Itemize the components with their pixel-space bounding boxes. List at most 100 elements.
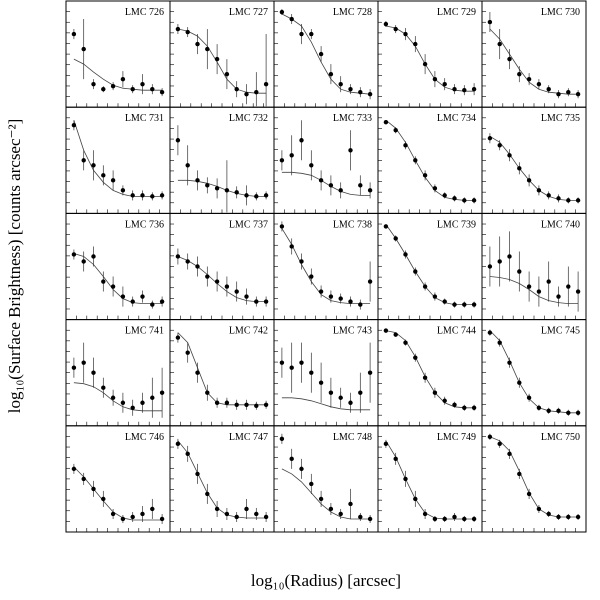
- panel-label: LMC 739: [437, 219, 476, 230]
- data-point: [318, 496, 324, 502]
- data-point: [328, 390, 334, 395]
- fit-curve: [177, 332, 267, 406]
- data-point: [487, 264, 493, 269]
- data-point: [442, 193, 447, 198]
- panel-label: LMC 749: [437, 432, 476, 443]
- data-point: [309, 31, 314, 37]
- data-point: [452, 302, 457, 307]
- data-point: [244, 294, 249, 299]
- data-point: [517, 471, 522, 477]
- data-point: [205, 274, 210, 279]
- data-point: [556, 408, 561, 413]
- data-point: [403, 476, 408, 482]
- panel-label: LMC 745: [541, 326, 580, 337]
- data-point: [462, 198, 467, 203]
- data-point: [110, 395, 116, 400]
- panel-label: LMC 738: [333, 219, 372, 230]
- data-point: [526, 491, 532, 497]
- data-point: [91, 254, 96, 259]
- data-point: [497, 143, 502, 148]
- data-point: [214, 506, 220, 512]
- data-point: [338, 296, 343, 301]
- data-point: [309, 370, 314, 375]
- data-point: [575, 198, 581, 203]
- data-point: [526, 76, 532, 82]
- data-point: [452, 402, 457, 407]
- data-point: [214, 279, 220, 284]
- data-point: [244, 506, 249, 512]
- data-point: [91, 370, 96, 375]
- data-point: [254, 403, 259, 408]
- panel-label: LMC 750: [541, 432, 580, 443]
- data-point: [393, 26, 398, 32]
- data-point: [195, 471, 200, 477]
- data-point: [299, 31, 304, 37]
- fit-curve: [385, 224, 475, 305]
- data-point: [279, 224, 285, 229]
- data-point: [159, 299, 165, 304]
- data-point: [279, 360, 285, 365]
- fit-curve: [281, 468, 371, 520]
- data-point: [101, 86, 106, 92]
- data-point: [348, 148, 353, 153]
- data-point: [526, 284, 532, 289]
- data-point: [185, 29, 190, 35]
- data-point: [309, 163, 314, 168]
- data-point: [244, 193, 249, 198]
- x-axis-label: log₁₀(Radius) [arcsec]: [251, 571, 401, 590]
- fit-curve: [385, 119, 475, 201]
- data-point: [383, 120, 389, 125]
- data-point: [422, 284, 428, 289]
- data-point: [546, 86, 551, 92]
- panel-label: LMC 736: [125, 219, 164, 230]
- data-point: [299, 259, 304, 264]
- panel-label: LMC 730: [541, 7, 580, 18]
- data-point: [254, 89, 259, 95]
- data-point: [338, 511, 343, 517]
- data-point: [413, 269, 418, 274]
- data-point: [462, 87, 467, 93]
- data-point: [575, 410, 581, 415]
- panel-label: LMC 733: [333, 113, 372, 124]
- data-point: [299, 138, 304, 143]
- data-point: [536, 506, 542, 512]
- data-point: [442, 299, 447, 304]
- data-point: [358, 302, 363, 307]
- data-point: [403, 31, 408, 37]
- data-point: [348, 501, 353, 507]
- data-point: [452, 196, 457, 201]
- data-point: [195, 41, 200, 47]
- fit-curve: [73, 466, 163, 521]
- data-point: [224, 71, 230, 77]
- data-point: [462, 302, 467, 307]
- data-point: [536, 81, 542, 87]
- data-point: [175, 138, 181, 143]
- data-point: [442, 516, 447, 522]
- data-point: [413, 158, 418, 163]
- data-point: [358, 183, 363, 188]
- data-point: [205, 46, 210, 52]
- data-point: [507, 56, 512, 62]
- data-point: [150, 506, 155, 512]
- data-point: [367, 516, 373, 522]
- data-point: [71, 365, 77, 370]
- data-point: [175, 335, 181, 340]
- data-point: [224, 511, 230, 517]
- data-point: [214, 186, 220, 191]
- data-point: [383, 441, 389, 447]
- panel-label: LMC 728: [333, 7, 372, 18]
- data-point: [159, 390, 165, 395]
- data-point: [140, 294, 145, 299]
- data-point: [101, 385, 106, 390]
- data-point: [185, 451, 190, 457]
- data-point: [263, 402, 269, 407]
- data-point: [517, 71, 522, 77]
- data-point: [517, 380, 522, 385]
- data-point: [224, 284, 230, 289]
- data-point: [195, 370, 200, 375]
- data-point: [383, 21, 389, 27]
- data-point: [130, 299, 135, 304]
- fit-curve: [489, 330, 579, 414]
- data-point: [348, 400, 353, 405]
